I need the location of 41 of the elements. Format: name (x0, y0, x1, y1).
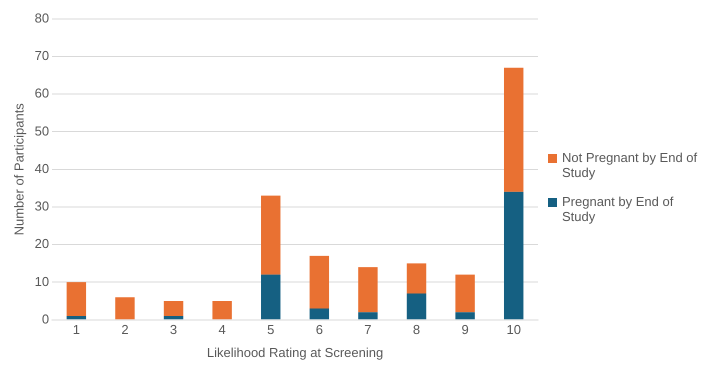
y-axis-title: Number of Participants (11, 102, 26, 236)
y-tick-label: 80 (34, 10, 50, 26)
x-tick-label: 8 (412, 322, 420, 338)
y-tick-label: 70 (34, 48, 50, 64)
x-tick-label: 4 (218, 322, 226, 338)
bar (358, 267, 378, 312)
bar (66, 282, 86, 316)
bar (115, 297, 135, 320)
x-tick-label: 6 (316, 322, 323, 338)
x-tick-label: 10 (506, 322, 521, 338)
bar (66, 316, 86, 320)
bar (212, 300, 232, 320)
x-tick-label: 1 (72, 322, 80, 338)
bar (406, 263, 426, 294)
bar (310, 308, 330, 320)
y-tick-label: 30 (34, 198, 50, 214)
y-tick-label: 20 (34, 236, 50, 252)
x-tick-label: 3 (170, 322, 178, 338)
x-tick-label: 2 (121, 322, 129, 338)
y-tick-label: 10 (34, 274, 50, 289)
x-tick-label: 9 (461, 322, 469, 338)
y-tick-label: 60 (34, 86, 50, 101)
y-tick-label: 0 (42, 311, 50, 326)
legend-label: Pregnant by End of Study (562, 194, 674, 224)
y-tick-label: 40 (34, 160, 50, 176)
y-tick-label: 50 (34, 123, 50, 138)
legend-label: Not Pregnant by End of Study (562, 150, 698, 180)
bar (261, 196, 280, 275)
bar (261, 274, 280, 320)
bar (504, 192, 524, 320)
bar (358, 312, 378, 320)
x-axis-title: Likelihood Rating at Screening (206, 344, 384, 360)
bar (406, 293, 426, 320)
bar (310, 256, 330, 309)
bar (455, 274, 475, 312)
bar (504, 68, 524, 192)
bar (164, 300, 184, 316)
x-tick-label: 5 (267, 322, 274, 338)
bar (455, 312, 475, 320)
x-tick-label: 7 (364, 322, 372, 338)
bar (164, 316, 184, 320)
